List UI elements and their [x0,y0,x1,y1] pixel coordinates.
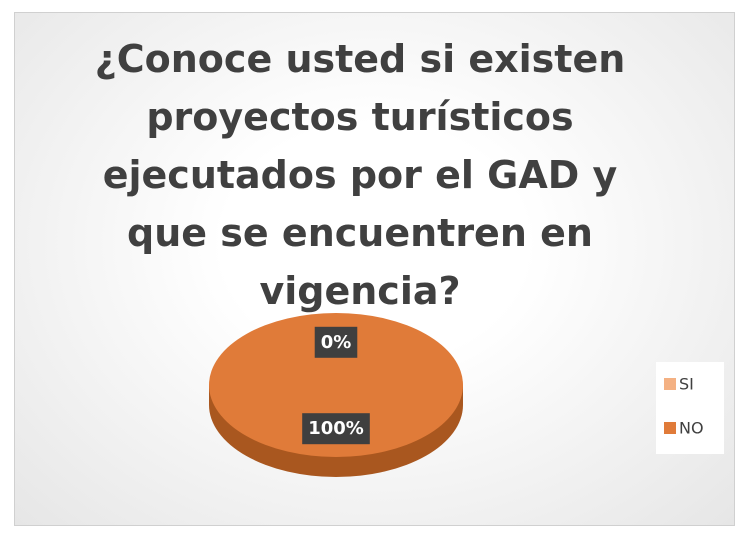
pie-slice [209,313,463,457]
data-label: 100% [308,418,364,439]
legend-swatch [664,422,676,434]
legend-label: NO [679,419,704,438]
legend: SI NO [664,375,704,438]
chart-title: ¿Conoce usted si existen proyectos turís… [94,37,626,313]
legend-box [656,362,724,454]
pie [209,313,463,457]
legend-label: SI [679,375,694,394]
data-labels: 0% 100% [302,326,370,445]
legend-swatch [664,378,676,390]
data-label-box [302,413,370,445]
data-label: 0% [321,332,352,353]
data-label-box [314,326,358,358]
